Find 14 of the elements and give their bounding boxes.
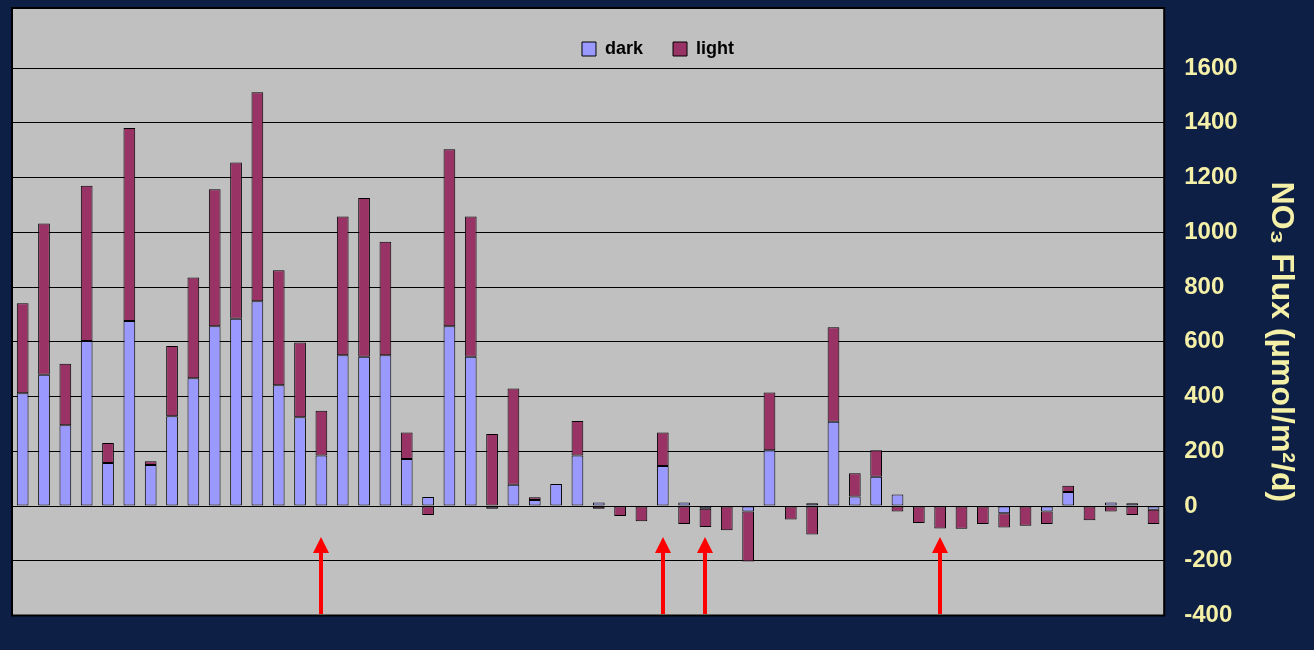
y-tick-label: 1000 xyxy=(1184,216,1238,244)
y-tick-label: -200 xyxy=(1184,545,1233,573)
y-axis-title: NO₃ Flux (μmol/m²/d) xyxy=(1264,181,1301,503)
legend-label: light xyxy=(696,37,735,58)
y-tick-label: 1400 xyxy=(1184,107,1238,135)
y-tick-label: 0 xyxy=(1184,490,1198,518)
y-tick-label: 1200 xyxy=(1184,162,1238,190)
y-tick-label: 200 xyxy=(1184,435,1225,463)
y-tick-label: 1600 xyxy=(1184,52,1238,80)
y-tick-label: -400 xyxy=(1184,600,1233,628)
y-tick-label: 800 xyxy=(1184,271,1225,299)
y-tick-label: 400 xyxy=(1184,381,1225,409)
legend-label: dark xyxy=(605,37,645,58)
y-tick-label: 600 xyxy=(1184,326,1225,354)
